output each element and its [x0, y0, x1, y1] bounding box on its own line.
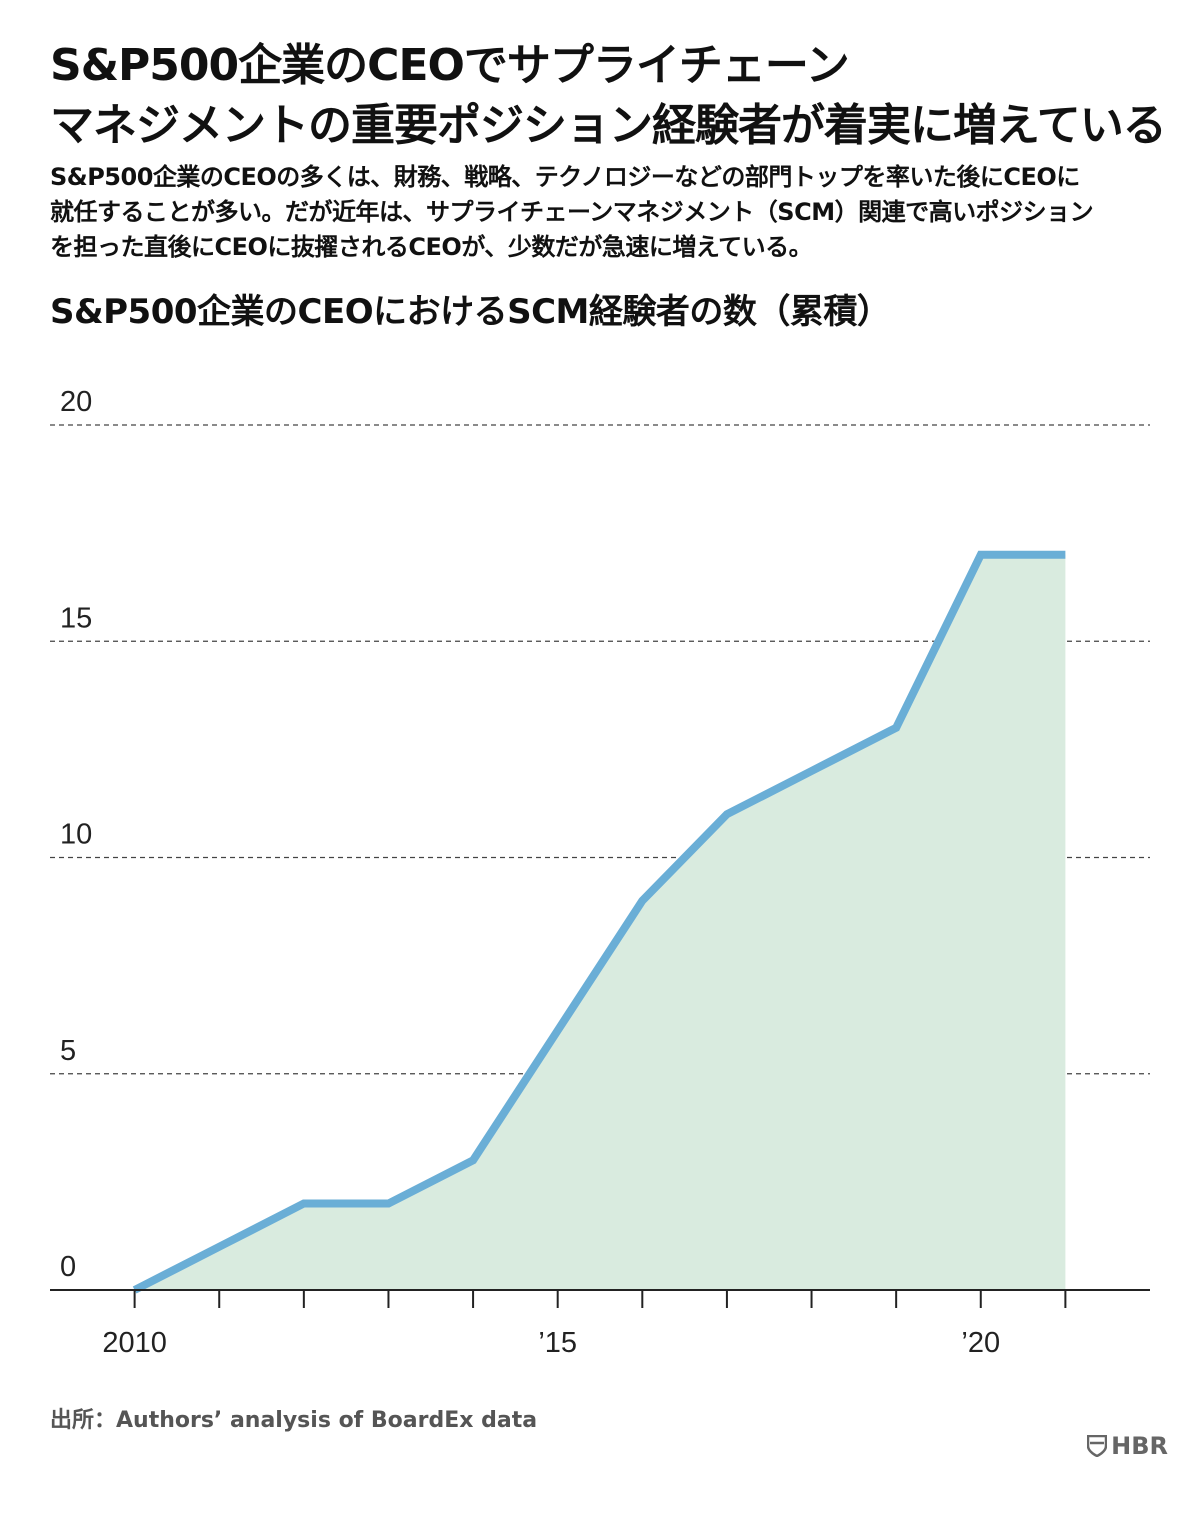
data-point-2013	[384, 1200, 392, 1208]
y-tick-label-5: 5	[60, 1035, 76, 1067]
chart-title: S&P500企業のCEOでサプライチェーン マネジメントの重要ポジション経験者が…	[50, 36, 1170, 156]
description-line-2: 就任することが多い。だが近年は、サプライチェーンマネジメント（SCM）関連で高い…	[50, 198, 1094, 226]
hbr-shield-icon	[1087, 1435, 1108, 1457]
hbr-logo-text: HBR	[1111, 1432, 1168, 1460]
series-area	[134, 554, 1066, 1290]
data-point-2011	[215, 1243, 223, 1251]
y-tick-label-20: 20	[60, 386, 92, 418]
data-point-2017	[723, 810, 731, 818]
x-tick-label-2020: ’20	[961, 1327, 1000, 1359]
chart-subtitle: S&P500企業のCEOにおけるSCM経験者の数（累積）	[50, 292, 891, 332]
data-point-2020	[977, 551, 985, 559]
y-tick-label-0: 0	[60, 1251, 76, 1283]
data-point-2012	[300, 1200, 308, 1208]
title-line-1: S&P500企業のCEOでサプライチェーン	[50, 40, 850, 91]
data-point-2018	[808, 767, 816, 775]
data-point-2014	[469, 1156, 477, 1164]
area-chart: 0 5 10 15 20 2010 ’15 ’20	[50, 386, 1150, 1359]
y-tick-label-15: 15	[60, 602, 92, 634]
description-line-1: S&P500企業のCEOの多くは、財務、戦略、テクノロジーなどの部門トップを率い…	[50, 163, 1080, 191]
series-line	[132, 550, 1066, 1294]
title-line-2: マネジメントの重要ポジション経験者が着実に増えている	[50, 100, 1167, 151]
hbr-logo: HBR	[1087, 1432, 1168, 1460]
x-tick-label-2015: ’15	[538, 1327, 577, 1359]
source-note: 出所：Authors’ analysis of BoardEx data	[50, 1408, 538, 1433]
description-line-3: を担った直後にCEOに抜擢されるCEOが、少数だが急速に増えている。	[50, 233, 813, 261]
data-point-2021	[1061, 551, 1069, 559]
y-tick-label-10: 10	[60, 819, 92, 851]
data-point-2016	[638, 897, 646, 905]
data-point-2015	[554, 1027, 562, 1035]
data-point-2019	[892, 724, 900, 732]
description: S&P500企業のCEOの多くは、財務、戦略、テクノロジーなどの部門トップを率い…	[50, 160, 1170, 265]
x-tick-label-2010: 2010	[102, 1327, 167, 1359]
